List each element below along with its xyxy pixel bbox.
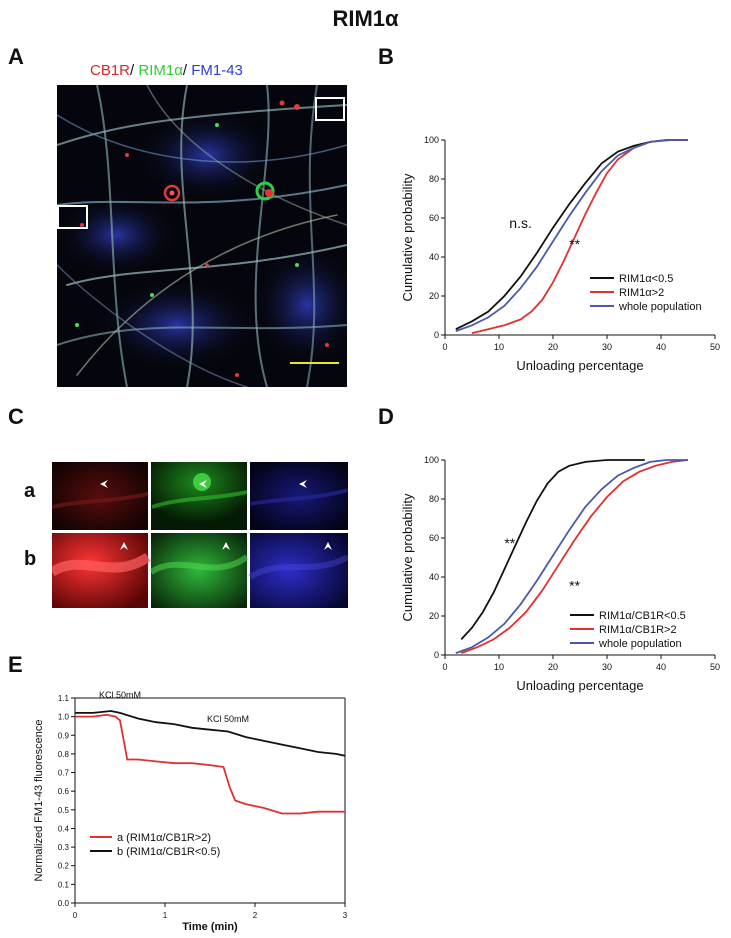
y-tick-label: 0.3 bbox=[58, 843, 70, 852]
y-axis-label: Cumulative probability bbox=[400, 493, 415, 621]
y-tick-label: 0.9 bbox=[58, 731, 70, 740]
x-tick-label: 10 bbox=[494, 342, 504, 352]
y-tick-label: 60 bbox=[429, 213, 439, 223]
x-tick-label: 2 bbox=[253, 911, 258, 920]
scale-bar bbox=[290, 362, 339, 364]
x-tick-label: 0 bbox=[73, 911, 78, 920]
annotation-1: KCl 50mM bbox=[99, 690, 141, 700]
x-tick-label: 50 bbox=[710, 342, 720, 352]
annotation-2: KCl 50mM bbox=[207, 714, 249, 724]
x-axis-label: Unloading percentage bbox=[516, 678, 643, 693]
caption-cb1r: CB1R bbox=[90, 62, 131, 79]
y-tick-label: 0.5 bbox=[58, 806, 70, 815]
chart-e: 0 1 2 3 0.0 0.1 0.2 0.3 0.4 0.5 0.6 0.7 0.8 0.9 1.0 1.1… bbox=[33, 690, 348, 933]
legend-label-2: b (RIM1α/CB1R<0.5) bbox=[117, 846, 220, 858]
legend-label-1: a (RIM1α/CB1R>2) bbox=[117, 832, 211, 844]
y-tick-label: 0.2 bbox=[58, 862, 70, 871]
annotation-1: n.s. bbox=[509, 215, 532, 231]
y-axis-label: Normalized FM1-43 fluorescence bbox=[33, 719, 45, 881]
figure-title: RIM1α bbox=[332, 6, 399, 31]
series-line-3 bbox=[455, 139, 688, 332]
y-axis-label: Cumulative probability bbox=[400, 173, 415, 301]
y-tick-label: 100 bbox=[424, 135, 439, 145]
caption-separator: / bbox=[130, 62, 139, 79]
panel-c-tiles bbox=[49, 462, 350, 608]
x-tick-label: 10 bbox=[494, 662, 504, 672]
panel-label-b: B bbox=[378, 44, 394, 69]
annotation-2: ** bbox=[569, 236, 580, 252]
panel-c-grid bbox=[49, 462, 350, 608]
y-tick-label: 100 bbox=[424, 455, 439, 465]
series-line-1 bbox=[460, 459, 645, 641]
y-tick-label: 0.6 bbox=[58, 787, 70, 796]
x-tick-label: 3 bbox=[343, 911, 348, 920]
x-tick-label: 0 bbox=[442, 662, 447, 672]
y-tick-label: 80 bbox=[429, 494, 439, 504]
chart-d: 0 10 20 30 40 50 0 20 40 60 80 100 Unloading percent… bbox=[400, 455, 720, 693]
x-tick-label: 0 bbox=[442, 342, 447, 352]
legend-label-1: RIM1α<0.5 bbox=[619, 273, 673, 285]
y-tick-label: 40 bbox=[429, 572, 439, 582]
legend-label-3: whole population bbox=[598, 638, 682, 650]
y-tick-label: 80 bbox=[429, 174, 439, 184]
panel-label-e: E bbox=[8, 652, 23, 677]
legend-label-2: RIM1α/CB1R>2 bbox=[599, 624, 677, 636]
x-tick-label: 20 bbox=[548, 662, 558, 672]
legend-label-1: RIM1α/CB1R<0.5 bbox=[599, 610, 686, 622]
y-tick-label: 20 bbox=[429, 291, 439, 301]
y-tick-label: 40 bbox=[429, 252, 439, 262]
y-tick-label: 0 bbox=[434, 650, 439, 660]
inset-box-a bbox=[57, 205, 88, 229]
panel-label-a: A bbox=[8, 44, 24, 69]
y-tick-label: 20 bbox=[429, 611, 439, 621]
neuron-network-render bbox=[57, 85, 347, 387]
caption-rim: RIM1α bbox=[138, 62, 183, 79]
panel-a-caption: CB1R/ RIM1α/ FM1-43 bbox=[90, 62, 243, 79]
x-axis-label: Time (min) bbox=[182, 921, 238, 933]
panel-label-d: D bbox=[378, 404, 394, 429]
microscopy-image-a bbox=[57, 85, 347, 387]
x-axis-label: Unloading percentage bbox=[516, 358, 643, 373]
x-tick-label: 1 bbox=[163, 911, 168, 920]
x-tick-label: 40 bbox=[656, 662, 666, 672]
row-label-a: a bbox=[24, 480, 36, 502]
x-tick-label: 50 bbox=[710, 662, 720, 672]
legend-label-3: whole population bbox=[618, 301, 702, 313]
y-tick-label: 0.0 bbox=[58, 899, 70, 908]
y-tick-label: 1.0 bbox=[58, 713, 70, 722]
caption-separator: / bbox=[182, 62, 192, 79]
series-line-3 bbox=[455, 459, 688, 654]
y-tick-label: 0.1 bbox=[58, 880, 70, 889]
row-label-b: b bbox=[24, 548, 37, 570]
y-tick-label: 1.1 bbox=[58, 694, 70, 703]
x-tick-label: 30 bbox=[602, 342, 612, 352]
panel-label-c: C bbox=[8, 404, 24, 429]
legend-label-2: RIM1α>2 bbox=[619, 287, 664, 299]
x-tick-label: 40 bbox=[656, 342, 666, 352]
y-tick-label: 60 bbox=[429, 533, 439, 543]
caption-fm: FM1-43 bbox=[191, 62, 243, 79]
y-tick-label: 0.8 bbox=[58, 750, 70, 759]
x-tick-label: 20 bbox=[548, 342, 558, 352]
series-line-2 bbox=[460, 459, 689, 654]
series-line-2 bbox=[75, 710, 346, 757]
y-tick-label: 0 bbox=[434, 330, 439, 340]
x-tick-label: 30 bbox=[602, 662, 612, 672]
y-tick-label: 0.4 bbox=[58, 824, 70, 833]
series-line-1 bbox=[75, 713, 345, 815]
y-tick-label: 0.7 bbox=[58, 769, 70, 778]
annotation-2: ** bbox=[569, 578, 580, 594]
annotation-1: ** bbox=[504, 535, 515, 551]
chart-b: 0 10 20 30 40 50 0 20 40 60 80 100 Unloading percent… bbox=[400, 135, 720, 373]
inset-box-b bbox=[315, 97, 345, 121]
